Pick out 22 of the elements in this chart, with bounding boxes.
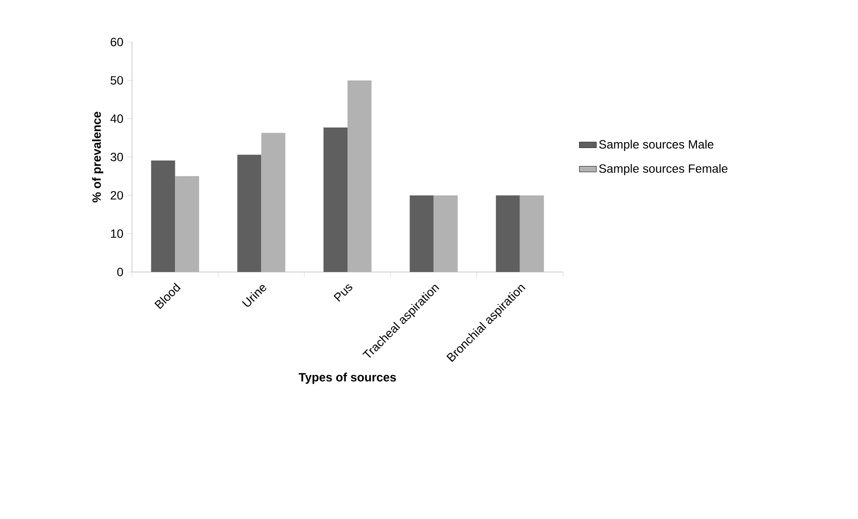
y-tick-label: 30 (110, 152, 124, 162)
y-axis-title: % of prevalence (92, 112, 104, 202)
x-tick-label: Pus (334, 284, 352, 302)
bar (348, 80, 372, 272)
bar (261, 132, 286, 272)
legend-label: Sample sources Male (599, 140, 714, 151)
y-tick-label: 50 (110, 76, 124, 85)
bar (237, 154, 262, 272)
legend-label: Sample sources Female (599, 164, 728, 176)
y-tick-label: 20 (110, 191, 124, 200)
bar (496, 195, 520, 272)
y-tick-label: 60 (110, 38, 124, 46)
bar (151, 160, 176, 272)
bar (520, 195, 544, 272)
y-tick-label: 10 (111, 229, 124, 238)
bar (175, 176, 200, 272)
y-tick-label: 0 (117, 268, 124, 276)
x-axis-title: Types of sources (298, 372, 396, 384)
y-tick-label: 40 (110, 114, 124, 123)
bar (434, 195, 458, 272)
bar (410, 195, 434, 272)
bar (324, 127, 348, 272)
